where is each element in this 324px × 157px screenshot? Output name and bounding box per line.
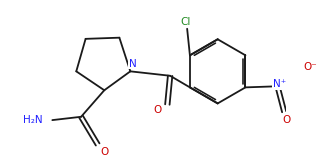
Text: Cl: Cl — [181, 17, 191, 27]
Text: O: O — [283, 115, 291, 125]
Text: N⁺: N⁺ — [272, 79, 286, 89]
Text: H₂N: H₂N — [23, 115, 42, 125]
Text: N: N — [129, 59, 136, 69]
Text: O: O — [153, 105, 162, 115]
Text: O⁻: O⁻ — [304, 62, 318, 73]
Text: O: O — [100, 147, 109, 157]
